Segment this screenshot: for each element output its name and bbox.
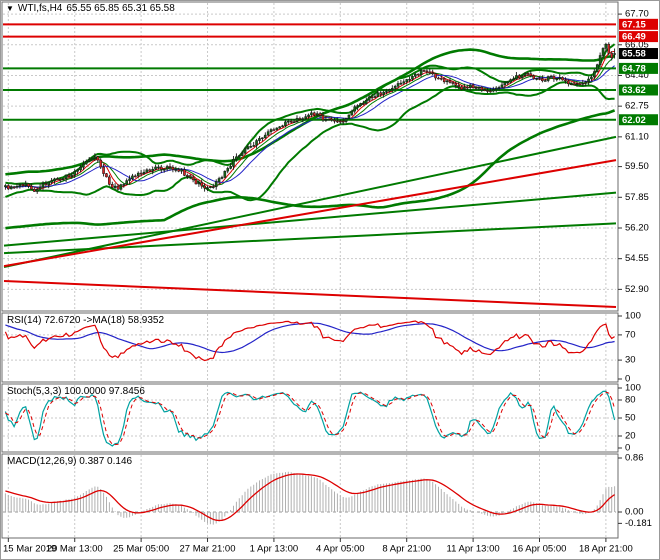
stoch-axis-label: 80 (625, 395, 636, 406)
price-axis-label: 59.50 (625, 161, 649, 172)
time-axis-label: 18 Apr 21:00 (579, 544, 633, 555)
bollinger-lower (5, 81, 615, 202)
bollinger-lower (5, 109, 616, 230)
rsi-axis-label: 100 (625, 311, 641, 322)
rsi-panel-lines (4, 320, 615, 362)
time-axis-label: 4 Apr 05:00 (316, 544, 365, 555)
stoch-axis-label: 50 (625, 413, 636, 424)
trendline[interactable] (3, 280, 617, 309)
price-badge (619, 18, 658, 30)
price-axis-label: 67.70 (625, 9, 649, 20)
time-axis-label: 1 Apr 13:00 (250, 544, 299, 555)
rsi-axis-label: 0 (625, 374, 630, 385)
symbol-dropdown-icon[interactable]: ▼ (6, 4, 14, 13)
macd-axis-label: 0.00 (625, 507, 644, 518)
price-axis-label: 64.40 (625, 70, 649, 81)
price-badge (619, 31, 658, 43)
price-axis-label: 52.90 (625, 284, 649, 295)
rsi-line (4, 320, 615, 362)
stoch-axis-label: 0 (625, 443, 630, 454)
price-axis-label: 62.75 (625, 101, 649, 112)
time-axis-label: 11 Apr 13:00 (447, 544, 500, 555)
price-axis-label: 54.55 (625, 253, 649, 264)
trendline[interactable] (3, 191, 617, 247)
macd-histogram (4, 471, 616, 525)
rsi-ma-line (5, 322, 615, 354)
time-axis-label: 8 Apr 21:00 (382, 544, 431, 555)
time-axis-label: 27 Mar 21:00 (180, 544, 236, 555)
time-axis-label: 16 Apr 05:00 (513, 544, 567, 555)
macd-axis-label: 0.86 (625, 453, 644, 464)
main-chart-overlays (3, 23, 617, 309)
price-axis-label: 61.10 (625, 131, 649, 142)
rsi-axis-label: 30 (625, 355, 636, 366)
macd-panel-lines (4, 471, 616, 525)
price-badge-label: 63.62 (622, 85, 646, 96)
price-axis-label: 57.85 (625, 192, 649, 203)
macd-indicator-label: MACD(12,26,9) 0.387 0.146 (7, 456, 133, 467)
moving-average (5, 65, 615, 189)
trendline[interactable] (3, 135, 617, 269)
price-badge-label: 64.78 (622, 63, 646, 74)
price-badge (619, 48, 658, 60)
price-axis-label: 56.20 (625, 223, 649, 234)
moving-average (5, 50, 615, 190)
time-axis-label: 25 Mar 05:00 (113, 544, 169, 555)
moving-average (5, 55, 615, 188)
stoch-axis-label: 20 (625, 431, 636, 442)
price-badge-label: 65.58 (622, 49, 646, 60)
price-badge (619, 114, 658, 126)
price-badge-label: 62.02 (622, 115, 646, 126)
price-badge-label: 67.15 (622, 19, 646, 30)
rsi-axis-label: 70 (625, 329, 636, 340)
stoch-indicator-label: Stoch(5,3,3) 100.0000 97.8456 (7, 386, 145, 397)
time-axis-label: 20 Mar 13:00 (47, 544, 103, 555)
price-badge-label: 66.49 (622, 32, 646, 43)
price-badge (619, 62, 658, 74)
macd-axis-label: -0.181 (625, 518, 652, 529)
rsi-indicator-label: RSI(14) 72.6720 ->MA(18) 58.9352 (7, 315, 165, 326)
price-axis-label: 66.05 (625, 39, 649, 50)
macd-signal-line (5, 473, 615, 522)
price-badge (619, 84, 658, 96)
candlesticks (4, 42, 616, 194)
ohlc-values: 65.55 65.85 65.31 65.58 (66, 3, 175, 14)
stoch-axis-label: 100 (625, 383, 641, 394)
stoch-d-line (5, 391, 616, 446)
price-axis: 67.70 66.05 64.40 62.75 61.10 59.50 57.85 56.20… (618, 9, 658, 529)
trendline[interactable] (3, 159, 617, 268)
time-axis-label: 15 Mar 2019 (3, 544, 56, 555)
chart-title: ▼ WTI,fs,H4 65.55 65.85 65.31 65.58 (6, 3, 179, 14)
stoch-panel-lines (4, 390, 616, 447)
symbol-label: WTI,fs,H4 (17, 3, 63, 14)
